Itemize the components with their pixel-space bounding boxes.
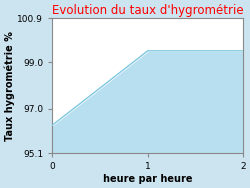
- Y-axis label: Taux hygrométrie %: Taux hygrométrie %: [4, 31, 15, 141]
- X-axis label: heure par heure: heure par heure: [103, 174, 192, 184]
- Title: Evolution du taux d'hygrométrie: Evolution du taux d'hygrométrie: [52, 4, 244, 17]
